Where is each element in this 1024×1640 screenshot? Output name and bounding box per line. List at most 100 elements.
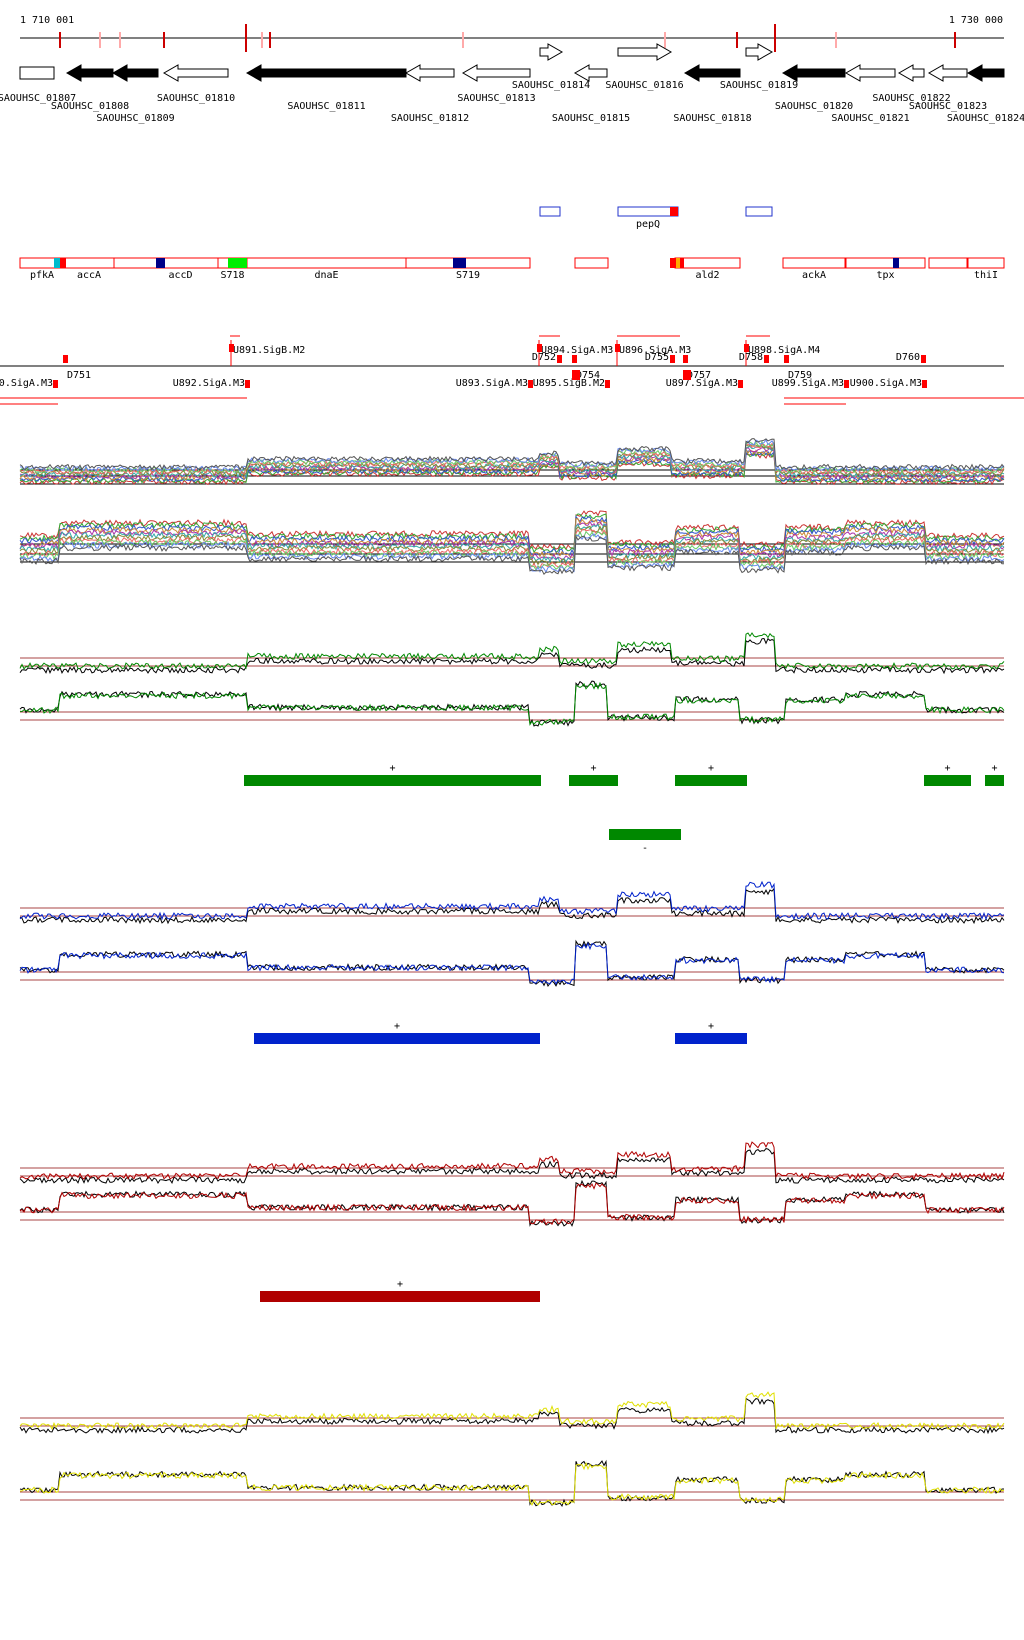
gene-arrow-saouhsc_01818 xyxy=(683,64,741,82)
segment-label: D752 xyxy=(532,352,556,363)
expression-panel-green xyxy=(19,632,1005,727)
gene-arrow-saouhsc_01820 xyxy=(781,64,846,82)
protein-label: S719 xyxy=(456,270,480,281)
segment-label: U893.SigA.M3 xyxy=(456,378,528,389)
expression-panel-overview xyxy=(19,438,1005,576)
region-bar-green xyxy=(675,775,747,786)
gene-arrow-saouhsc_01815 xyxy=(573,64,608,82)
gene-arrow-saouhsc_01810 xyxy=(162,64,229,82)
segment-marker xyxy=(63,355,68,363)
gene-label: SAOUHSC_01821 xyxy=(831,113,909,124)
expression-trace-control xyxy=(19,939,1005,988)
protein-box xyxy=(845,257,926,269)
expression-trace xyxy=(19,447,1005,482)
expression-trace xyxy=(19,438,1005,471)
region-strand-label: + xyxy=(944,763,950,774)
expression-trace-sample xyxy=(19,1391,1005,1431)
segment-marker xyxy=(922,380,927,388)
segment-label: U895.SigB.M2 xyxy=(533,378,605,389)
gene-label: SAOUHSC_01814 xyxy=(512,80,590,91)
segment-marker xyxy=(683,355,688,363)
segment-marker xyxy=(605,380,610,388)
protein-label: S718 xyxy=(220,270,244,281)
protein-mark xyxy=(676,258,680,268)
segment-marker xyxy=(764,355,769,363)
protein-label: ald2 xyxy=(695,270,719,281)
protein-mark xyxy=(680,258,684,268)
protein-label: tpx xyxy=(876,270,894,281)
expression-trace-sample xyxy=(19,941,1005,986)
expression-trace-control xyxy=(19,1459,1004,1507)
ruler-end-label: 1 730 000 xyxy=(949,15,1003,26)
segment-marker xyxy=(738,380,743,388)
protein-label: accA xyxy=(77,270,101,281)
protein-mark xyxy=(453,258,466,268)
gene-label: SAOUHSC_01823 xyxy=(909,101,987,112)
gene-label: SAOUHSC_01813 xyxy=(457,93,535,104)
gene-arrow-saouhsc_01814 xyxy=(539,43,564,61)
region-strand-label: + xyxy=(708,1021,714,1032)
segment-marker xyxy=(784,355,789,363)
segment-label: U892.SigA.M3 xyxy=(173,378,245,389)
protein-top-label: pepQ xyxy=(636,219,660,230)
expression-trace-sample xyxy=(19,681,1005,726)
region-bar-blue xyxy=(254,1033,540,1044)
gene-arrow-saouhsc_01807 xyxy=(19,66,55,80)
region-strand-label: + xyxy=(397,1279,403,1290)
gene-label: SAOUHSC_01811 xyxy=(287,101,365,112)
protein-label: pfkA xyxy=(30,270,54,281)
region-strand-label: + xyxy=(708,763,714,774)
segment-label: U898.SigA.M4 xyxy=(748,345,820,356)
expression-trace-sample xyxy=(19,632,1005,671)
segment-label: U900.SigA.M3 xyxy=(850,378,922,389)
gene-arrow-saouhsc_01808 xyxy=(65,64,114,82)
expression-trace-sample xyxy=(19,1141,1005,1181)
expression-trace xyxy=(19,528,1005,568)
segment-marker xyxy=(245,380,250,388)
segment-label: D751 xyxy=(67,370,91,381)
region-strand-label: + xyxy=(590,763,596,774)
gene-arrow-saouhsc_01824 xyxy=(966,64,1005,82)
protein-box xyxy=(246,257,407,269)
region-strand-label: + xyxy=(394,1021,400,1032)
segment-label: D759 xyxy=(788,370,812,381)
protein-box xyxy=(63,257,115,269)
gene-arrow-saouhsc_01816 xyxy=(617,43,673,61)
expression-trace-control xyxy=(19,680,1005,727)
segment-label: D760 xyxy=(896,352,920,363)
expression-trace-sample xyxy=(19,1461,1005,1506)
segment-marker xyxy=(921,355,926,363)
expression-trace xyxy=(19,530,1005,571)
expression-trace-sample xyxy=(19,880,1005,921)
protein-label: dnaE xyxy=(314,270,338,281)
expression-trace xyxy=(19,450,1005,484)
region-bar-green xyxy=(569,775,618,786)
segment-label: U897.SigA.M3 xyxy=(666,378,738,389)
segment-label: D757 xyxy=(687,370,711,381)
expression-trace-sample xyxy=(19,1182,1005,1226)
gene-arrow-saouhsc_01822 xyxy=(897,64,925,82)
gene-arrow-saouhsc_01823 xyxy=(927,64,968,82)
gene-arrow-saouhsc_01809 xyxy=(111,64,159,82)
expression-trace xyxy=(19,523,1005,563)
coordinate-ruler: 1 710 001 1 730 000 xyxy=(20,15,1004,52)
protein-label: thiI xyxy=(974,270,998,281)
protein-mark xyxy=(54,258,60,268)
expression-trace xyxy=(19,518,1005,559)
gene-label: SAOUHSC_01816 xyxy=(605,80,683,91)
protein-mark xyxy=(670,258,678,268)
ruler-start-label: 1 710 001 xyxy=(20,15,74,26)
expression-trace xyxy=(19,525,1005,566)
gene-label: SAOUHSC_01807 xyxy=(0,93,76,104)
protein-top-box xyxy=(617,206,679,217)
segment-label: U891.SigB.M2 xyxy=(233,345,305,356)
segment-label: U896.SigA.M3 xyxy=(619,345,691,356)
segment-label: D754 xyxy=(576,370,600,381)
protein-top-mark xyxy=(670,207,678,216)
gene-arrow-saouhsc_01813 xyxy=(461,64,531,82)
gene-label: SAOUHSC_01810 xyxy=(157,93,235,104)
segment-marker xyxy=(572,370,580,380)
gene-arrow-saouhsc_01821 xyxy=(844,64,896,82)
expression-trace-control xyxy=(19,1179,1005,1227)
